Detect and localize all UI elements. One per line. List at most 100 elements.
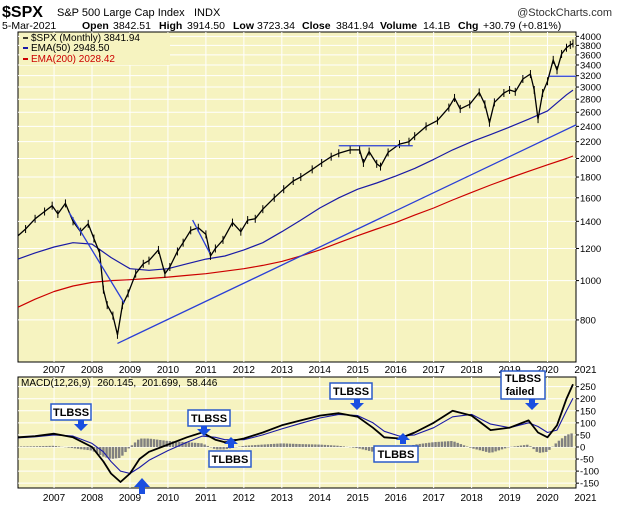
x-tick-label: 2017 xyxy=(423,365,446,376)
price-y-tick-label: 3000 xyxy=(580,83,601,94)
histogram-bar xyxy=(286,444,288,447)
histogram-bar xyxy=(248,445,250,447)
histogram-bar xyxy=(55,446,57,447)
histogram-bar xyxy=(298,444,300,447)
histogram-bar xyxy=(358,447,360,449)
histogram-bar xyxy=(431,442,433,447)
price-legend: $SPX (Monthly) 3841.94 EMA(50) 2948.50 E… xyxy=(20,33,170,65)
low-label: Low xyxy=(233,20,255,32)
histogram-bar xyxy=(482,447,484,451)
price-y-tick-label: 2800 xyxy=(580,95,601,106)
histogram-bar xyxy=(131,445,133,447)
histogram-bar xyxy=(270,444,272,447)
histogram-bar xyxy=(137,440,139,447)
price-y-tick-label: 4000 xyxy=(580,32,601,43)
volume-value: 14.1B xyxy=(423,20,450,32)
histogram-bar xyxy=(422,444,424,447)
histogram-bar xyxy=(475,447,477,449)
histogram-bar xyxy=(333,445,335,446)
x-tick-label: 2011 xyxy=(195,365,217,376)
watermark: @StockCharts.com xyxy=(517,7,612,19)
high-label: High xyxy=(159,20,182,32)
macd-y-tick-label: 150 xyxy=(580,406,596,417)
macd-legend-sep1: , xyxy=(133,378,136,389)
histogram-bar xyxy=(517,446,519,447)
histogram-bar xyxy=(558,441,560,447)
histogram-bar xyxy=(320,445,322,447)
histogram-bar xyxy=(450,441,452,447)
histogram-bar xyxy=(352,447,354,448)
legend-ema200-label: EMA(200) 2028.42 xyxy=(31,54,115,65)
macd-y-tick-label: -50 xyxy=(580,455,594,466)
histogram-bar xyxy=(71,447,73,448)
high-value: 3914.50 xyxy=(187,20,225,32)
macd-y-tick-label: -100 xyxy=(580,467,599,478)
histogram-bar xyxy=(295,444,297,447)
x-tick-label: 2018 xyxy=(460,493,483,504)
open-value: 3842.51 xyxy=(113,20,151,32)
histogram-bar xyxy=(488,447,490,453)
price-y-tick-label: 1400 xyxy=(580,217,601,228)
histogram-bar xyxy=(260,445,262,447)
histogram-bar xyxy=(460,444,462,447)
histogram-bar xyxy=(498,447,500,450)
histogram-bar xyxy=(529,446,531,447)
histogram-bar xyxy=(523,445,525,447)
histogram-bar xyxy=(245,446,247,447)
price-y-tick-label: 2400 xyxy=(580,122,601,133)
x-tick-label: 2015 xyxy=(347,493,370,504)
x-tick-label: 2009 xyxy=(119,493,142,504)
histogram-bar xyxy=(570,433,572,447)
histogram-bar xyxy=(156,440,158,447)
histogram-bar xyxy=(213,447,215,449)
x-tick-label: 2014 xyxy=(309,493,332,504)
price-y-axis: 8001000120014001600180020002200240026002… xyxy=(576,32,601,327)
histogram-bar xyxy=(289,444,291,447)
histogram-bar xyxy=(548,447,550,450)
chg-value: +30.79 (+0.81%) xyxy=(483,20,561,32)
histogram-bar xyxy=(365,447,367,450)
histogram-bar xyxy=(112,447,114,459)
macd-y-tick-label: 50 xyxy=(580,430,591,441)
histogram-bar xyxy=(33,446,35,447)
x-tick-label: 2008 xyxy=(81,365,104,376)
annotation-text-failed: failed xyxy=(506,386,535,398)
macd-legend-hist: 58.446 xyxy=(187,378,218,389)
histogram-bar xyxy=(292,444,294,447)
histogram-bar xyxy=(283,443,285,447)
index-name: S&P 500 Large Cap Index xyxy=(57,7,185,19)
macd-y-tick-label: -150 xyxy=(580,479,599,490)
histogram-bar xyxy=(20,446,22,447)
histogram-bar xyxy=(241,446,243,447)
histogram-bar xyxy=(314,444,316,447)
macd-y-tick-label: 100 xyxy=(580,418,596,429)
macd-legend-label: MACD(12,26,9) 260.145, 201.699, 58.446 xyxy=(21,378,218,389)
histogram-bar xyxy=(501,447,503,449)
histogram-bar xyxy=(146,439,148,447)
annotation-text: TLBSS xyxy=(505,373,541,385)
histogram-bar xyxy=(479,447,481,450)
x-tick-label: 2020 xyxy=(536,493,559,504)
macd-legend-sep2: , xyxy=(178,378,181,389)
price-y-tick-label: 1000 xyxy=(580,276,601,287)
histogram-bar xyxy=(485,447,487,452)
stats-date: 5-Mar-2021 xyxy=(2,20,56,32)
histogram-bar xyxy=(191,443,193,447)
histogram-bar xyxy=(159,440,161,447)
histogram-bar xyxy=(456,443,458,447)
histogram-bar xyxy=(26,446,28,447)
macd-y-tick-label: 200 xyxy=(580,394,596,405)
histogram-bar xyxy=(109,447,111,459)
x-tick-label: 2010 xyxy=(157,365,180,376)
histogram-bar xyxy=(324,445,326,447)
histogram-bar xyxy=(532,447,534,449)
histogram-bar xyxy=(251,445,253,447)
price-y-tick-label: 3600 xyxy=(580,50,601,61)
histogram-bar xyxy=(343,446,345,447)
histogram-bar xyxy=(150,439,152,447)
histogram-bar xyxy=(561,438,563,447)
histogram-bar xyxy=(494,447,496,451)
histogram-bar xyxy=(491,447,493,452)
histogram-bar xyxy=(42,446,44,447)
